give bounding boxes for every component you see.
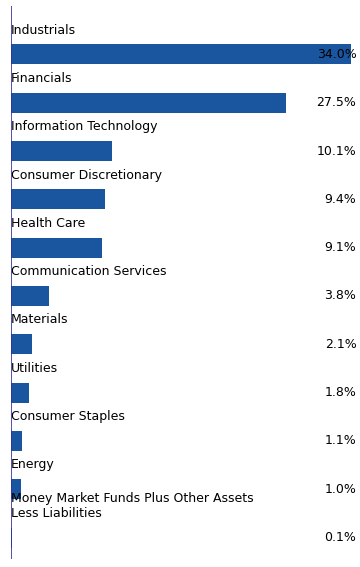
Text: 9.4%: 9.4% — [325, 193, 356, 206]
Bar — [11, 286, 49, 306]
Text: 3.8%: 3.8% — [324, 290, 356, 303]
Text: 2.1%: 2.1% — [325, 338, 356, 351]
Bar — [11, 93, 286, 113]
Text: Consumer Staples: Consumer Staples — [11, 410, 125, 423]
Bar — [11, 431, 22, 451]
Text: Communication Services: Communication Services — [11, 265, 166, 278]
Text: 34.0%: 34.0% — [317, 48, 356, 61]
Text: Energy: Energy — [11, 458, 55, 471]
Bar — [11, 479, 21, 500]
Bar — [11, 335, 32, 354]
Text: 1.1%: 1.1% — [325, 434, 356, 447]
Bar — [11, 44, 351, 65]
Text: Money Market Funds Plus Other Assets
Less Liabilities: Money Market Funds Plus Other Assets Les… — [11, 492, 253, 520]
Bar — [11, 189, 105, 209]
Bar — [11, 528, 12, 548]
Bar — [11, 383, 29, 403]
Text: 9.1%: 9.1% — [325, 241, 356, 254]
Bar — [11, 141, 112, 161]
Text: Materials: Materials — [11, 314, 68, 327]
Text: 0.1%: 0.1% — [324, 531, 356, 544]
Text: 1.8%: 1.8% — [324, 386, 356, 399]
Bar — [11, 238, 102, 257]
Text: 1.0%: 1.0% — [324, 483, 356, 496]
Text: 10.1%: 10.1% — [317, 145, 356, 158]
Text: Health Care: Health Care — [11, 217, 85, 230]
Text: Utilities: Utilities — [11, 362, 58, 375]
Text: Industrials: Industrials — [11, 24, 76, 36]
Text: Financials: Financials — [11, 72, 72, 85]
Text: 27.5%: 27.5% — [316, 96, 356, 109]
Text: Consumer Discretionary: Consumer Discretionary — [11, 168, 162, 181]
Text: Information Technology: Information Technology — [11, 120, 157, 133]
